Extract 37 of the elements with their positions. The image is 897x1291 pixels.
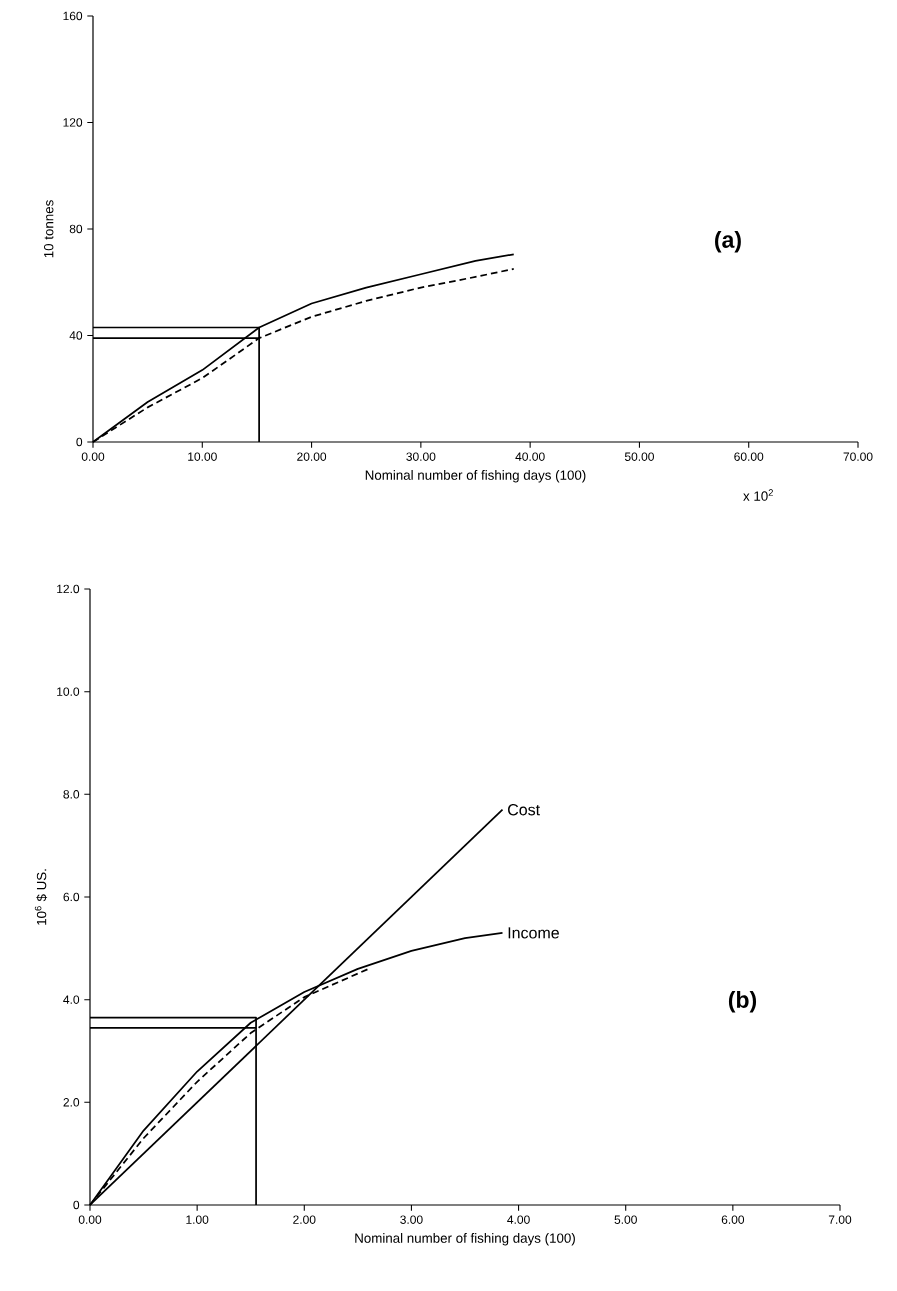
x-tick-label: 0.00 — [78, 1215, 102, 1224]
x-tick-label: 20.00 — [297, 452, 327, 461]
y-tick-label: 40 — [69, 331, 83, 340]
x-axis-title: Nominal number of fishing days (100) — [365, 470, 586, 483]
x-tick-label: 30.00 — [406, 452, 436, 461]
x-tick-label: 50.00 — [624, 452, 654, 461]
y-tick-label: 8.0 — [63, 790, 80, 799]
x-axis-title: Nominal number of fishing days (100) — [355, 1233, 575, 1246]
x-tick-label: 10.00 — [188, 452, 217, 461]
y-tick-label: 6.0 — [63, 892, 80, 902]
series-label: Cost — [508, 804, 540, 816]
y-tick-label: 4.0 — [63, 995, 80, 1004]
x-tick-label: 1.00 — [186, 1215, 209, 1224]
y-tick-label: 0 — [76, 437, 83, 447]
text: x 10$^{2}$ — [743, 489, 773, 501]
x-tick-label: 4.00 — [507, 1215, 530, 1224]
x-tick-label: 60.00 — [734, 452, 764, 461]
y-tick-label: 80 — [69, 224, 83, 234]
x-tick-label: 3.00 — [400, 1215, 423, 1224]
annotation: (b) — [728, 990, 757, 1013]
annotation: (a) — [715, 231, 741, 253]
y-tick-label: 0 — [73, 1200, 80, 1210]
x-tick-label: 70.00 — [843, 452, 873, 461]
y-tick-label: 120 — [63, 118, 83, 127]
x-tick-label: 7.00 — [828, 1215, 852, 1224]
y-axis-title: 10 tonnes — [43, 200, 54, 258]
y-tick-label: 160 — [63, 11, 83, 21]
x-tick-label: 5.00 — [614, 1215, 637, 1224]
y-tick-label: 2.0 — [63, 1098, 80, 1107]
x-tick-label: 2.00 — [293, 1215, 316, 1224]
y-tick-label: 10.0 — [57, 687, 80, 696]
y-tick-label: 12.0 — [57, 584, 80, 594]
series-label: Income — [508, 927, 559, 939]
x-tick-label: 6.00 — [721, 1215, 745, 1224]
x-tick-label: 0.00 — [81, 452, 105, 461]
x-tick-label: 40.00 — [515, 452, 545, 461]
y-axis-title: 10$^{6}$ $ US. — [34, 869, 48, 925]
